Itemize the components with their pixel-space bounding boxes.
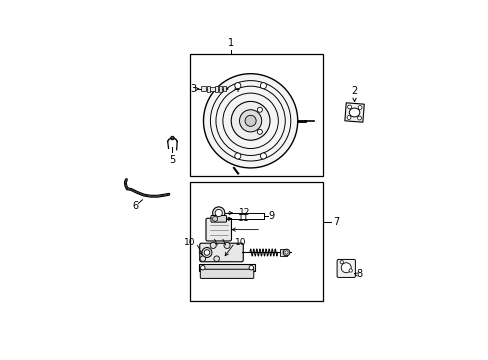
Circle shape <box>239 110 261 132</box>
Circle shape <box>210 242 216 248</box>
Bar <box>215 86 218 92</box>
Bar <box>198 264 255 271</box>
Circle shape <box>212 207 224 219</box>
Bar <box>200 86 206 91</box>
Text: 10: 10 <box>235 238 246 247</box>
Text: 12: 12 <box>239 208 250 217</box>
Polygon shape <box>344 103 364 122</box>
FancyBboxPatch shape <box>210 216 226 222</box>
Bar <box>218 86 222 92</box>
Circle shape <box>285 251 287 254</box>
FancyBboxPatch shape <box>336 260 355 278</box>
Bar <box>206 86 210 92</box>
Text: 10: 10 <box>184 238 195 247</box>
Ellipse shape <box>348 108 359 117</box>
Bar <box>210 87 214 91</box>
Circle shape <box>346 116 350 120</box>
Text: 2: 2 <box>351 86 357 96</box>
Circle shape <box>234 153 241 159</box>
Text: 3: 3 <box>190 84 196 94</box>
Circle shape <box>347 105 351 109</box>
Circle shape <box>340 261 343 264</box>
Text: 8: 8 <box>355 269 361 279</box>
Bar <box>189 182 322 301</box>
FancyBboxPatch shape <box>205 218 231 241</box>
Circle shape <box>202 247 211 257</box>
Circle shape <box>231 102 269 140</box>
Circle shape <box>248 266 253 270</box>
Text: 5: 5 <box>169 155 175 165</box>
Text: 4: 4 <box>233 84 240 94</box>
Circle shape <box>257 107 262 112</box>
Circle shape <box>234 82 241 89</box>
Text: 11: 11 <box>237 214 248 223</box>
FancyBboxPatch shape <box>200 269 253 278</box>
Text: 6: 6 <box>132 201 139 211</box>
Circle shape <box>224 242 230 248</box>
Polygon shape <box>212 216 217 221</box>
Bar <box>280 249 286 256</box>
Circle shape <box>203 74 297 168</box>
Circle shape <box>260 82 266 89</box>
Circle shape <box>244 115 256 126</box>
Circle shape <box>357 105 361 109</box>
Circle shape <box>260 153 266 159</box>
FancyBboxPatch shape <box>199 243 243 262</box>
Circle shape <box>213 256 219 261</box>
Circle shape <box>348 269 352 272</box>
Circle shape <box>257 129 262 134</box>
Circle shape <box>200 266 204 270</box>
Text: 9: 9 <box>268 211 274 221</box>
Text: 7: 7 <box>332 217 339 227</box>
Circle shape <box>283 249 289 256</box>
Circle shape <box>200 256 205 261</box>
Circle shape <box>204 250 209 255</box>
Circle shape <box>341 263 350 273</box>
Text: 1: 1 <box>228 38 234 48</box>
Circle shape <box>357 116 361 120</box>
Bar <box>223 86 226 91</box>
Bar <box>189 54 322 176</box>
Circle shape <box>215 210 222 217</box>
